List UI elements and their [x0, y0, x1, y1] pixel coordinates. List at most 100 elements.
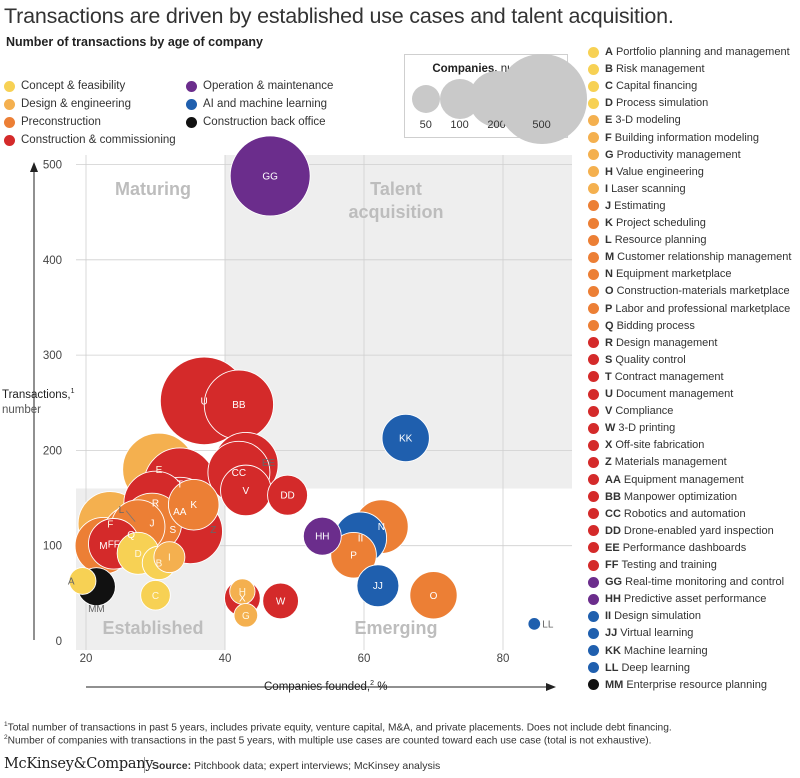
use-case-label: Drone-enabled yard inspection — [623, 524, 774, 537]
category-legend-label: Construction & commissioning — [21, 134, 176, 146]
use-case-legend-item-n: N Equipment marketplace — [588, 266, 732, 282]
use-case-color-dot — [588, 645, 599, 656]
use-case-code: P — [605, 302, 613, 315]
bubble-label-t: T — [177, 479, 183, 490]
use-case-color-dot — [588, 320, 599, 332]
use-case-code: GG — [605, 576, 623, 589]
use-case-color-dot — [588, 474, 599, 485]
bubble-label-e: E — [156, 465, 163, 476]
use-case-color-dot — [588, 559, 599, 571]
use-case-color-dot — [588, 234, 599, 246]
use-case-label: Materials management — [614, 456, 727, 469]
use-case-label: Labor and professional marketplace — [615, 302, 791, 315]
x-axis-label: Companies founded,2 % — [264, 680, 388, 693]
bubble-label-r: R — [152, 498, 159, 509]
category-legend-label: Design & engineering — [21, 98, 131, 110]
bubble-label-ff: FF — [108, 539, 120, 550]
use-case-label: Quality control — [615, 353, 686, 366]
use-case-color-dot — [588, 303, 599, 314]
bubble-label-d: D — [135, 549, 142, 560]
bubble-label-s: S — [170, 525, 177, 536]
bubble-label-p: P — [350, 551, 357, 562]
use-case-code: CC — [605, 507, 621, 520]
use-case-color-dot — [588, 217, 599, 229]
use-case-label: Estimating — [614, 199, 666, 212]
use-case-code: MM — [605, 678, 624, 691]
leader-line-l — [125, 510, 136, 522]
bubble-o — [409, 571, 458, 620]
use-case-label: Performance dashboards — [622, 541, 747, 554]
use-case-code: F — [605, 131, 612, 144]
y-tick-label: 300 — [43, 350, 62, 362]
bubble-label-mm: MM — [88, 604, 105, 615]
use-case-label: Design management — [615, 336, 718, 349]
bubble-k — [167, 478, 220, 531]
use-case-label: Capital financing — [615, 80, 698, 93]
bubble-label-q: Q — [127, 530, 135, 541]
quadrant-label-maturing: Maturing — [115, 179, 191, 199]
bubble-g — [233, 602, 259, 628]
use-case-color-dot — [588, 662, 599, 674]
use-case-code: D — [605, 97, 613, 110]
use-case-legend-item-dd: DD Drone-enabled yard inspection — [588, 523, 774, 539]
use-case-color-dot — [588, 371, 599, 383]
use-case-legend-item-hh: HH Predictive asset performance — [588, 591, 766, 607]
use-case-legend-item-ll: LL Deep learning — [588, 660, 690, 676]
bubble-label-gg: GG — [262, 171, 278, 182]
category-legend: Concept & feasibility Design & engineerin… — [4, 80, 364, 150]
use-case-code: U — [605, 388, 613, 400]
use-case-color-dot — [588, 285, 599, 297]
use-case-code: M — [605, 251, 615, 264]
use-case-legend-item-u: U Document management — [588, 386, 733, 402]
use-case-code: W — [605, 422, 616, 435]
use-case-code: L — [605, 234, 612, 247]
use-case-legend-item-x: X Off-site fabrication — [588, 437, 704, 453]
category-legend-label: Operation & maintenance — [203, 80, 334, 92]
category-color-dot — [4, 116, 15, 128]
use-case-code: AA — [605, 473, 621, 486]
category-color-dot — [4, 80, 15, 92]
bubble-label-hh: HH — [315, 532, 329, 543]
bubble-label-n: N — [378, 522, 385, 533]
use-case-code: O — [605, 285, 614, 298]
bubble-jj — [356, 564, 400, 608]
x-tick-label: 20 — [80, 653, 93, 665]
use-case-color-dot — [588, 610, 599, 622]
use-case-legend-item-m: M Customer relationship management — [588, 249, 791, 265]
bubble-hh — [302, 516, 342, 556]
size-legend-label: 50 — [419, 119, 432, 131]
bubble-i — [153, 541, 186, 574]
bubble-label-f: F — [107, 519, 113, 530]
use-case-code: R — [605, 336, 613, 349]
use-case-label: Process simulation — [615, 97, 709, 110]
category-legend-item-ai-and-machine-learning: AI and machine learning — [186, 98, 327, 110]
use-case-code: K — [605, 217, 613, 229]
use-case-code: DD — [605, 524, 621, 537]
use-case-legend-item-l: L Resource planning — [588, 232, 706, 248]
use-case-color-dot — [588, 627, 599, 639]
use-case-color-dot — [588, 132, 599, 143]
bubble-label-o: O — [430, 591, 438, 602]
y-tick-label: 400 — [43, 255, 62, 267]
use-case-label: Predictive asset performance — [623, 593, 767, 606]
bubble-dd — [267, 474, 308, 516]
use-case-color-dot — [588, 80, 599, 92]
bubble-label-a: A — [68, 576, 75, 587]
bubble-p — [330, 531, 377, 579]
bubble-w — [262, 582, 299, 620]
category-legend-item-construction-and-commissioning: Construction & commissioning — [4, 134, 176, 146]
category-color-dot — [186, 80, 197, 92]
category-color-dot — [4, 134, 15, 146]
bubble-label-ee: EE — [262, 458, 276, 469]
use-case-code: C — [605, 80, 613, 93]
bubble-label-jj: JJ — [373, 581, 383, 592]
use-case-color-dot — [588, 576, 599, 588]
size-legend-label: 200 — [487, 119, 506, 131]
bubble-kk — [381, 413, 430, 463]
x-tick-label: 80 — [497, 653, 510, 665]
use-case-color-dot — [588, 337, 599, 349]
use-case-legend-item-jj: JJ Virtual learning — [588, 625, 693, 641]
bubble-label-dd: DD — [280, 491, 294, 502]
y-axis-label: Transactions,1 number — [2, 388, 75, 416]
